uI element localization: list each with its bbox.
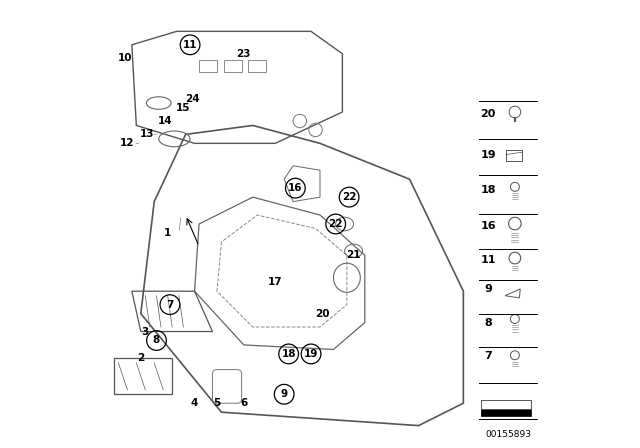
Text: 21: 21: [346, 250, 361, 260]
Bar: [481, 400, 531, 409]
Text: 5: 5: [213, 398, 221, 408]
Text: 15: 15: [176, 103, 191, 112]
Text: 14: 14: [158, 116, 173, 126]
Text: 19: 19: [304, 349, 318, 359]
Bar: [506, 150, 522, 161]
Text: 11: 11: [480, 255, 496, 265]
Text: 24: 24: [185, 94, 200, 103]
Text: 19: 19: [480, 150, 496, 159]
Text: 22: 22: [342, 192, 356, 202]
Text: 9: 9: [484, 284, 492, 294]
Text: 7: 7: [166, 300, 173, 310]
Text: 23: 23: [237, 49, 251, 59]
Bar: [248, 60, 266, 72]
Text: 8: 8: [153, 336, 160, 345]
Text: 4: 4: [191, 398, 198, 408]
Text: 22: 22: [328, 219, 343, 229]
Text: 20: 20: [315, 309, 330, 319]
Bar: [481, 409, 531, 416]
Text: 1: 1: [164, 228, 172, 238]
Text: 2: 2: [137, 353, 145, 363]
Text: 9: 9: [280, 389, 288, 399]
Text: 8: 8: [484, 318, 492, 327]
Text: 10: 10: [118, 53, 132, 63]
Text: 7: 7: [484, 351, 492, 361]
Text: 16: 16: [288, 183, 303, 193]
Text: 17: 17: [268, 277, 282, 287]
Text: 16: 16: [480, 221, 496, 231]
Text: 11: 11: [183, 40, 197, 50]
Text: 6: 6: [240, 398, 248, 408]
Text: 12: 12: [120, 138, 134, 148]
Text: 20: 20: [480, 109, 496, 119]
Text: 13: 13: [140, 129, 155, 139]
Bar: [224, 60, 242, 72]
Bar: [199, 60, 217, 72]
Text: 18: 18: [282, 349, 296, 359]
Text: 18: 18: [480, 185, 496, 195]
Text: 00155893: 00155893: [485, 430, 531, 439]
Text: 3: 3: [141, 327, 149, 336]
